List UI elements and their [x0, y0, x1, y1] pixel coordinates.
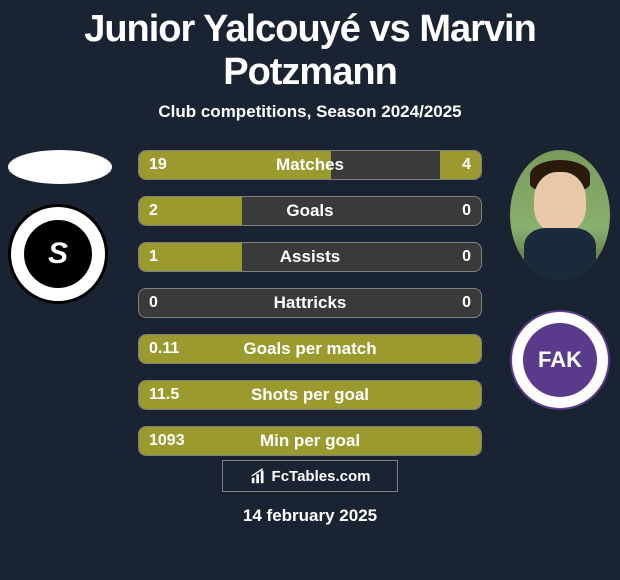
comparison-subtitle: Club competitions, Season 2024/2025 [0, 102, 620, 122]
bar-value-left: 0.11 [149, 340, 179, 358]
bar-label: Matches [276, 155, 344, 175]
player1-photo-placeholder [8, 150, 112, 184]
stat-bar: 19 Matches 4 [138, 150, 482, 180]
bar-value-right: 4 [462, 156, 471, 174]
bar-value-left: 19 [149, 156, 167, 174]
stat-bar: 11.5 Shots per goal [138, 380, 482, 410]
bar-label: Goals per match [243, 339, 376, 359]
comparison-title: Junior Yalcouyé vs Marvin Potzmann [0, 0, 620, 94]
stat-bar: 2 Goals 0 [138, 196, 482, 226]
footer-logo: FcTables.com [222, 460, 398, 492]
bar-value-left: 1 [149, 248, 158, 266]
stat-bar: 1 Assists 0 [138, 242, 482, 272]
stat-bar: 1093 Min per goal [138, 426, 482, 456]
bar-value-left: 2 [149, 202, 158, 220]
bar-value-right: 0 [462, 202, 471, 220]
chart-icon [250, 467, 268, 485]
player-right-column: FAK [510, 150, 610, 410]
bar-label: Min per goal [260, 431, 360, 451]
player2-body [524, 228, 596, 280]
footer-date: 14 february 2025 [243, 506, 377, 526]
bar-label: Shots per goal [251, 385, 369, 405]
stat-bar: 0.11 Goals per match [138, 334, 482, 364]
bar-value-left: 0 [149, 294, 158, 312]
player2-photo [510, 150, 610, 280]
stat-bar: 0 Hattricks 0 [138, 288, 482, 318]
footer-logo-text: FcTables.com [272, 468, 371, 485]
player2-club-badge-inner: FAK [523, 323, 597, 397]
bar-fill-right [440, 151, 481, 179]
bar-label: Assists [280, 247, 340, 267]
player2-club-badge: FAK [510, 310, 610, 410]
bar-label: Goals [286, 201, 333, 221]
comparison-bars: 19 Matches 4 2 Goals 0 1 Assists 0 0 Hattricks 0 0.1… [138, 150, 482, 472]
bar-value-left: 11.5 [149, 386, 179, 404]
bar-value-right: 0 [462, 294, 471, 312]
bar-value-right: 0 [462, 248, 471, 266]
bar-value-left: 1093 [149, 432, 185, 450]
bar-label: Hattricks [274, 293, 347, 313]
player1-club-badge-inner: S [24, 220, 92, 288]
player2-face [534, 172, 586, 232]
player-left-column: S [8, 150, 112, 304]
player1-club-badge: S [8, 204, 108, 304]
